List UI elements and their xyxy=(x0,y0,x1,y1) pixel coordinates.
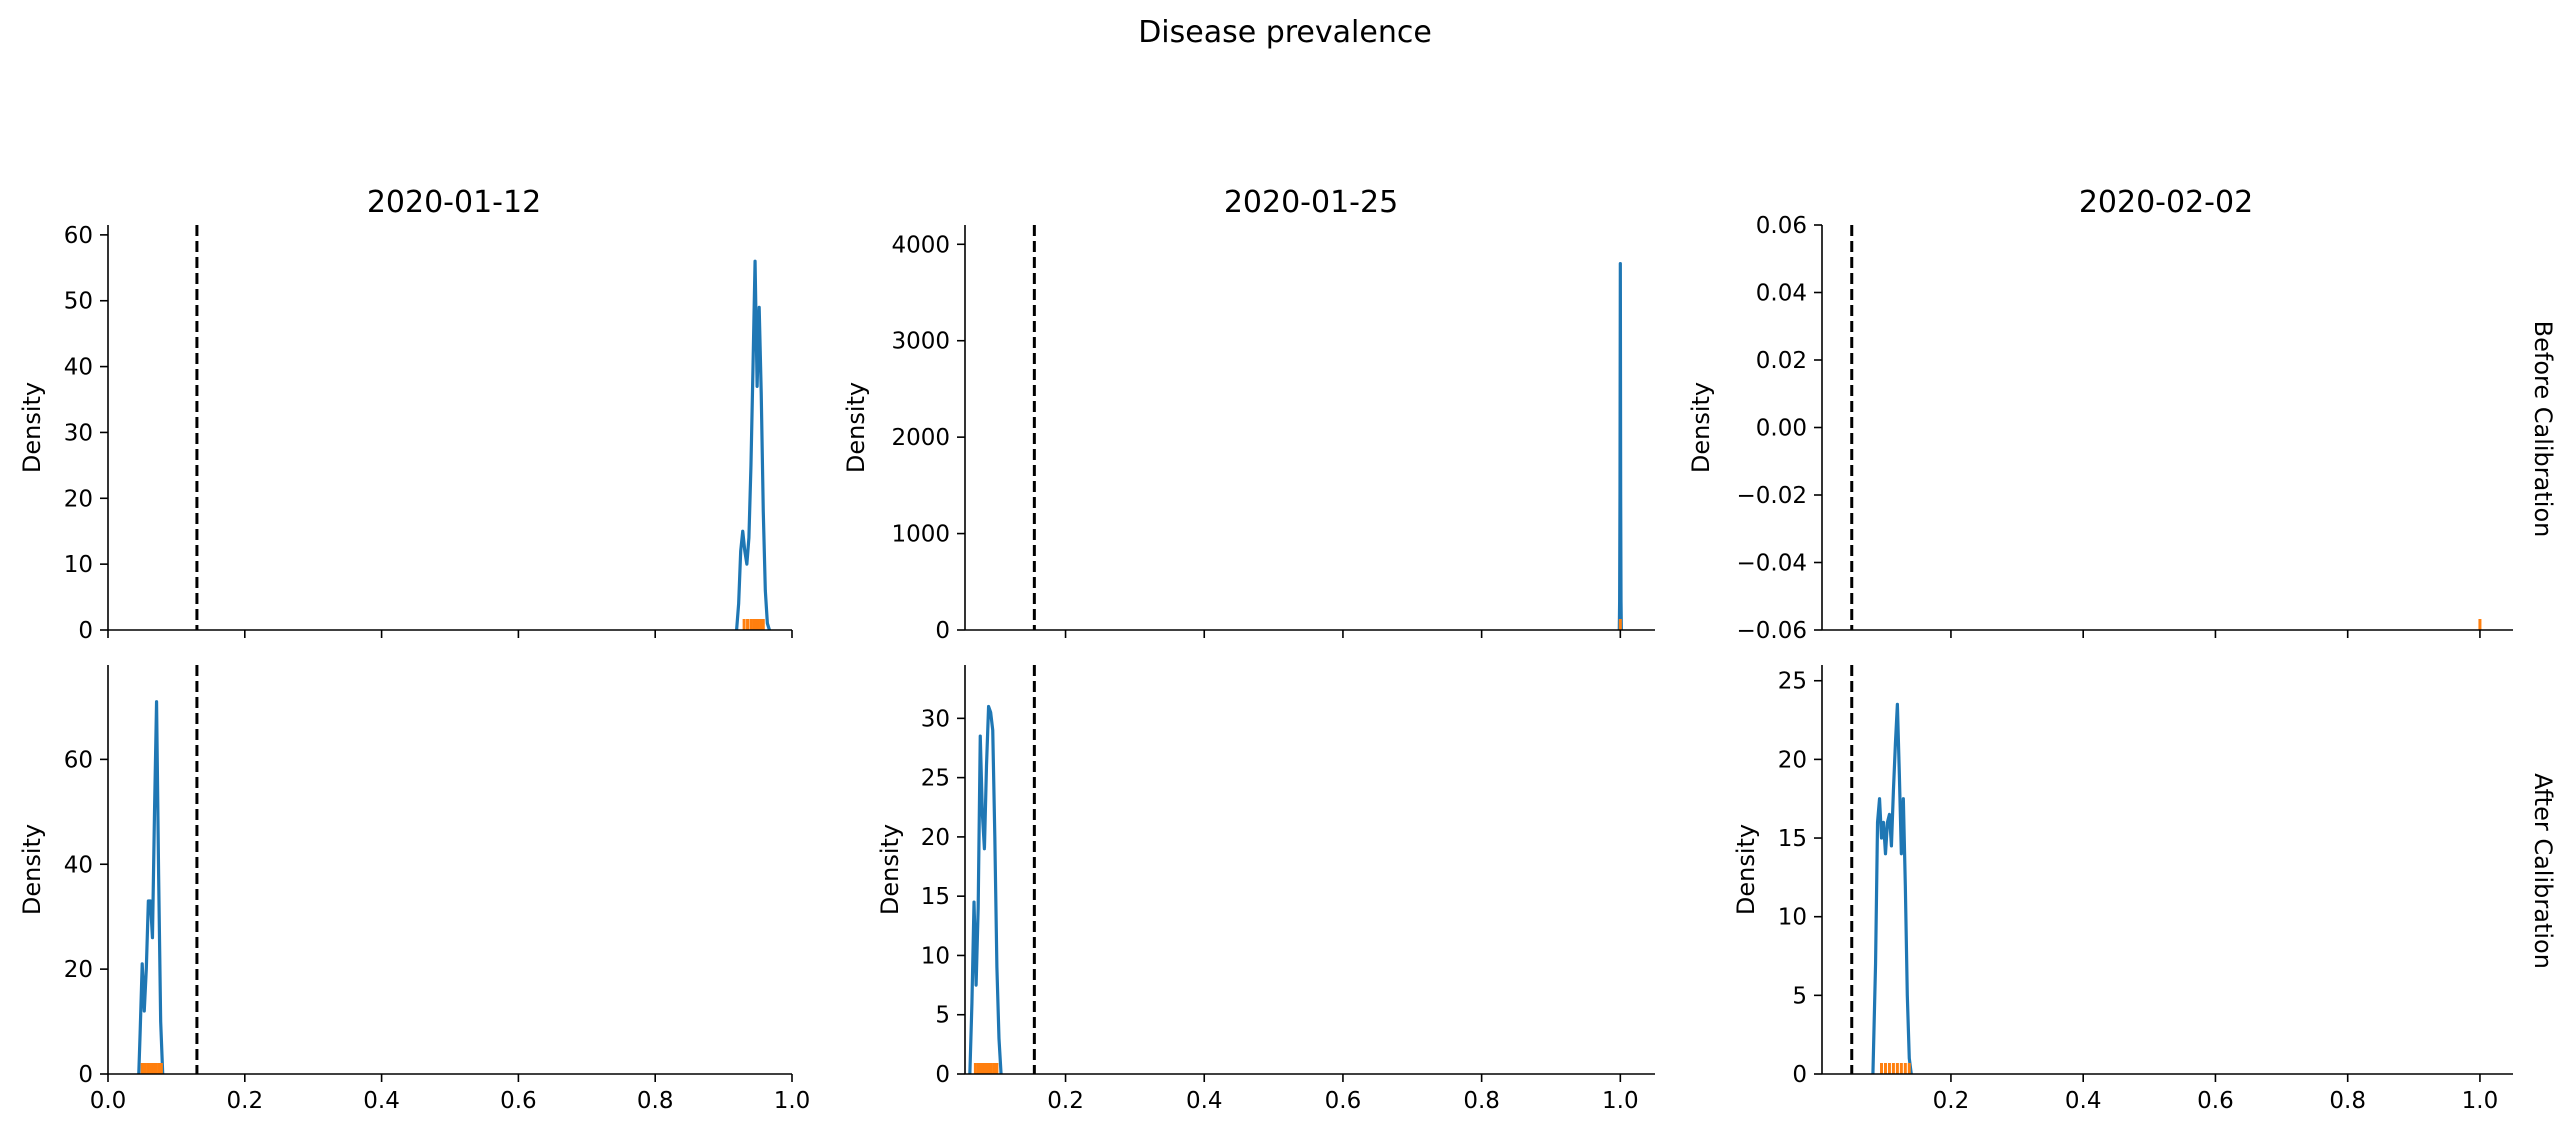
x-tick-label: 0.6 xyxy=(1325,1088,1362,1114)
column-title-3: 2020-02-02 xyxy=(2079,185,2253,220)
y-tick-label: 5 xyxy=(1792,983,1807,1009)
y-tick-label: 60 xyxy=(64,223,93,249)
panel-before-2020-01-12: 0 10 20 30 40 50 60 Density xyxy=(18,223,793,644)
x-tick-label: 0.4 xyxy=(363,1088,400,1114)
y-tick-label: 0 xyxy=(78,618,93,644)
density-curve xyxy=(1871,702,1913,1075)
y-tick-label: 15 xyxy=(1778,826,1807,852)
x-tick-label: 0.8 xyxy=(2329,1088,2366,1114)
column-title-1: 2020-01-12 xyxy=(367,185,541,220)
y-tick-label: 10 xyxy=(1778,905,1807,931)
y-tick-label: 2000 xyxy=(891,425,950,451)
density-curve xyxy=(137,700,165,1075)
x-tick-label: 0.2 xyxy=(1047,1088,1084,1114)
x-tick-label: 0.0 xyxy=(90,1088,127,1114)
y-tick-label: 0 xyxy=(935,1062,950,1088)
y-tick-label: −0.06 xyxy=(1737,618,1807,644)
y-axis-label: Density xyxy=(842,382,870,473)
y-tick-label: 0 xyxy=(78,1062,93,1088)
panels-layer: 0102030405060Density01000200030004000Den… xyxy=(18,213,2513,1114)
row-label-before: Before Calibration xyxy=(2529,321,2557,538)
x-tick-label: 0.8 xyxy=(1463,1088,1500,1114)
x-tick-label: 1.0 xyxy=(1602,1088,1639,1114)
x-tick-label: 0.2 xyxy=(227,1088,264,1114)
panel-after-2020-01-25: 0 5 10 15 20 25 30 0.2 0.4 0.6 0.8 1.0 Density xyxy=(876,665,1655,1114)
x-tick-label: 0.6 xyxy=(500,1088,537,1114)
x-tick-label: 0.8 xyxy=(637,1088,674,1114)
panel-after-2020-01-12: 0 20 40 60 0.0 0.2 0.4 0.6 0.8 1.0 Density xyxy=(18,665,810,1114)
y-tick-label: 3000 xyxy=(891,329,950,355)
y-tick-label: 4000 xyxy=(891,232,950,258)
y-tick-label: 10 xyxy=(921,943,950,969)
x-tick-label: 0.4 xyxy=(1186,1088,1223,1114)
y-tick-label: 30 xyxy=(921,706,950,732)
x-tick-label: 0.2 xyxy=(1933,1088,1970,1114)
column-title-2: 2020-01-25 xyxy=(1224,185,1398,220)
y-tick-label: 0 xyxy=(935,618,950,644)
density-curve xyxy=(735,259,771,631)
density-curve xyxy=(968,704,1003,1075)
y-tick-label: 0.02 xyxy=(1756,348,1807,374)
y-tick-label: 5 xyxy=(935,1003,950,1029)
x-tick-label: 1.0 xyxy=(2462,1088,2499,1114)
x-tick-label: 0.4 xyxy=(2065,1088,2102,1114)
y-axis-label: Density xyxy=(876,824,904,915)
y-tick-label: 40 xyxy=(64,355,93,381)
panel-before-2020-01-25: 0 1000 2000 3000 4000 Density xyxy=(842,225,1655,644)
row-label-after: After Calibration xyxy=(2529,773,2557,969)
y-tick-label: 20 xyxy=(64,486,93,512)
y-tick-label: 40 xyxy=(64,852,93,878)
x-tick-label: 1.0 xyxy=(774,1088,811,1114)
y-tick-label: 20 xyxy=(921,825,950,851)
y-tick-label: 15 xyxy=(921,884,950,910)
y-tick-label: 25 xyxy=(921,766,950,792)
y-axis-label: Density xyxy=(1687,382,1715,473)
y-tick-label: 20 xyxy=(64,957,93,983)
panel-after-2020-02-02: 0 5 10 15 20 25 0.2 0.4 0.6 0.8 1.0 Density xyxy=(1732,665,2513,1114)
y-tick-label: 50 xyxy=(64,289,93,315)
panel-before-2020-02-02: −0.06 −0.04 −0.02 0.00 0.02 0.04 0.06 Density xyxy=(1687,213,2513,644)
y-axis-label: Density xyxy=(18,824,46,915)
y-tick-label: 0.06 xyxy=(1756,213,1807,239)
y-axis-label: Density xyxy=(18,382,46,473)
y-tick-label: 1000 xyxy=(891,522,950,548)
density-curve xyxy=(1617,261,1623,631)
y-tick-label: 0.04 xyxy=(1756,281,1807,307)
y-axis-label: Density xyxy=(1732,824,1760,915)
y-tick-label: −0.04 xyxy=(1737,551,1807,577)
y-tick-label: −0.02 xyxy=(1737,483,1807,509)
y-tick-label: 20 xyxy=(1778,747,1807,773)
chart-title: Disease prevalence xyxy=(1138,15,1432,50)
x-tick-label: 0.6 xyxy=(2197,1088,2234,1114)
y-tick-label: 0 xyxy=(1792,1062,1807,1088)
y-tick-label: 25 xyxy=(1778,669,1807,695)
y-tick-label: 60 xyxy=(64,747,93,773)
y-tick-label: 10 xyxy=(64,552,93,578)
y-tick-label: 0.00 xyxy=(1756,416,1807,442)
y-tick-label: 30 xyxy=(64,420,93,446)
